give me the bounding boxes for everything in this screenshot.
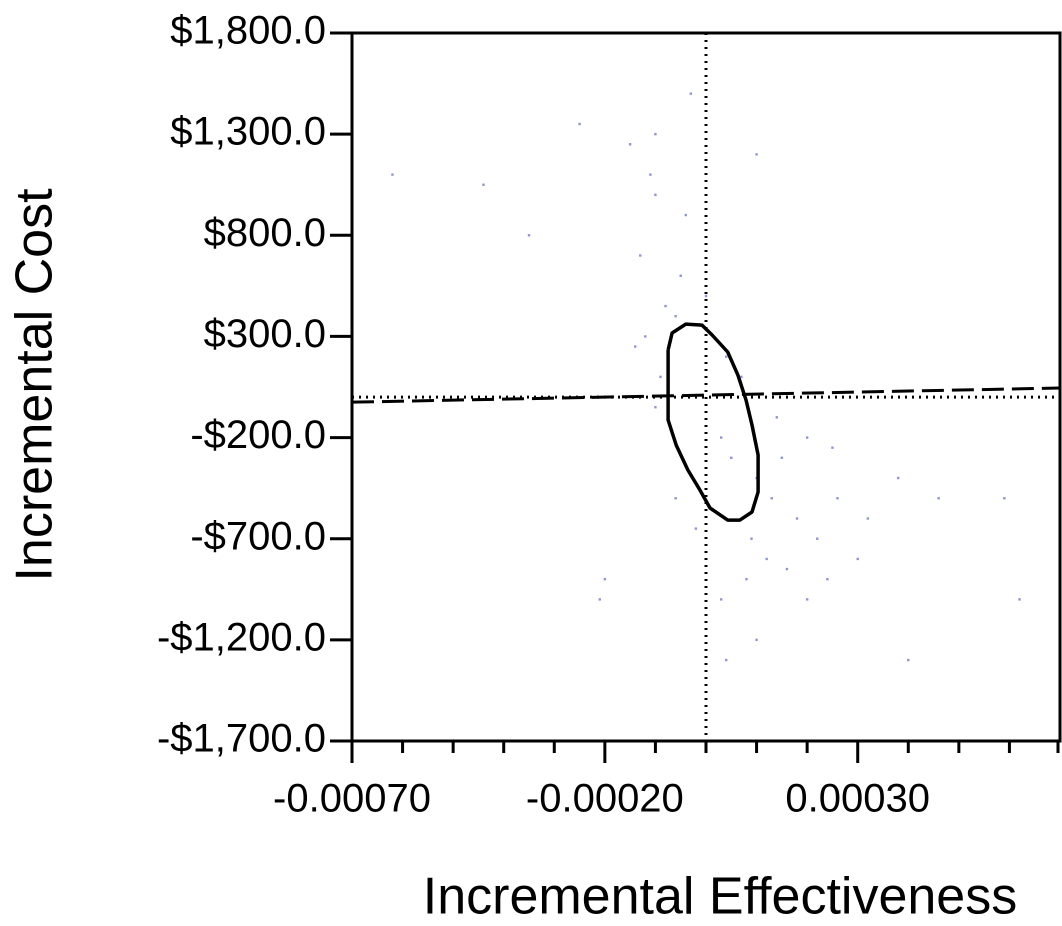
point [694,527,698,530]
point [866,517,870,520]
point [856,557,859,561]
point [634,345,637,348]
point [725,658,728,662]
point [654,406,657,409]
point [674,315,677,318]
y-tick-label: $1,300.0 [170,110,326,154]
reference-line [351,386,1061,404]
point [391,173,394,176]
point [805,598,809,601]
point [639,254,642,257]
y-tick-label: $800.0 [204,211,326,255]
point [730,456,733,459]
y-tick-label: -$700.0 [190,514,326,558]
x-tick-label: -0.00020 [526,777,684,821]
point [831,446,834,449]
point [654,193,657,197]
y-tick-label: -$1,200.0 [157,615,326,659]
point [659,375,662,379]
point [598,598,601,601]
point [780,456,784,459]
y-tick-label: -$200.0 [190,413,326,457]
point [907,658,910,662]
point [704,294,708,298]
point [654,132,657,136]
point [826,577,829,581]
point [719,598,723,601]
point [1018,598,1021,601]
point [628,143,632,146]
point [679,274,682,277]
point [725,355,728,358]
y-tick-label: $1,800.0 [170,9,326,53]
point [937,497,940,500]
point [785,567,789,571]
y-tick-label: $300.0 [204,312,326,356]
point [745,577,748,581]
point [816,537,819,540]
x-axis-title: Incremental Effectiveness [423,868,1017,926]
point [689,92,693,95]
point [770,497,773,500]
point [482,183,485,186]
point [674,497,677,500]
point [836,497,839,500]
y-tick-label: -$1,700.0 [157,717,326,761]
x-tick-label: 0.00030 [785,777,930,821]
confidence-contour [666,322,760,522]
point [578,122,581,126]
point [896,476,900,480]
point [755,153,758,156]
point [765,557,768,561]
point [719,436,723,439]
point [684,213,687,217]
point [775,416,778,419]
point [740,375,743,379]
x-tick-label: -0.00070 [273,777,431,821]
point [755,638,758,642]
point [664,304,667,308]
point [795,517,799,520]
y-axis-title: Incremental Cost [6,188,64,582]
point [603,577,607,581]
point [527,234,531,237]
point [1003,497,1006,500]
point [805,436,809,439]
point [750,537,753,540]
point [644,335,647,338]
point [649,173,652,176]
